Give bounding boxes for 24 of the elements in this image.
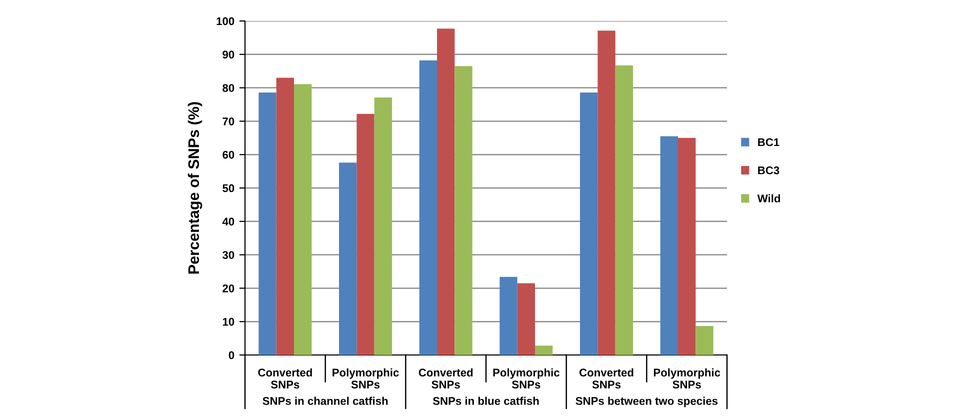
legend-label: BC1 [758, 138, 780, 146]
y-tick-label: 20 [222, 284, 234, 292]
y-tick-label: 80 [222, 84, 234, 92]
x-tick-label: Polymorphic SNPs [332, 368, 399, 388]
y-tick-label: 70 [222, 117, 234, 126]
x-tick-label: Converted SNPs [579, 368, 634, 388]
y-tick-label: 100 [216, 17, 234, 26]
y-tick-label: 40 [222, 218, 234, 226]
y-axis-title: Percentage of SNPs (%) [188, 102, 202, 274]
y-tick-label: 30 [222, 251, 234, 259]
y-tick-label: 0 [228, 351, 234, 360]
legend-label: BC3 [758, 166, 780, 174]
y-tick-label: 50 [222, 184, 234, 192]
text: SNPs in blue catfish [432, 396, 539, 405]
x-tick-label: Polymorphic SNPs [493, 368, 560, 388]
text: SNPs in channel catfish [262, 396, 388, 405]
y-tick-label: 60 [222, 150, 234, 159]
text: SNPs between two species [576, 396, 718, 408]
x-tick-label: Converted SNPs [258, 368, 312, 388]
legend-label: Wild [757, 194, 780, 202]
y-tick-label: 10 [222, 318, 234, 326]
x-tick-label: Converted SNPs [418, 368, 473, 388]
x-tick-label: Polymorphic SNPs [654, 368, 720, 388]
y-tick-label: 90 [222, 50, 234, 59]
